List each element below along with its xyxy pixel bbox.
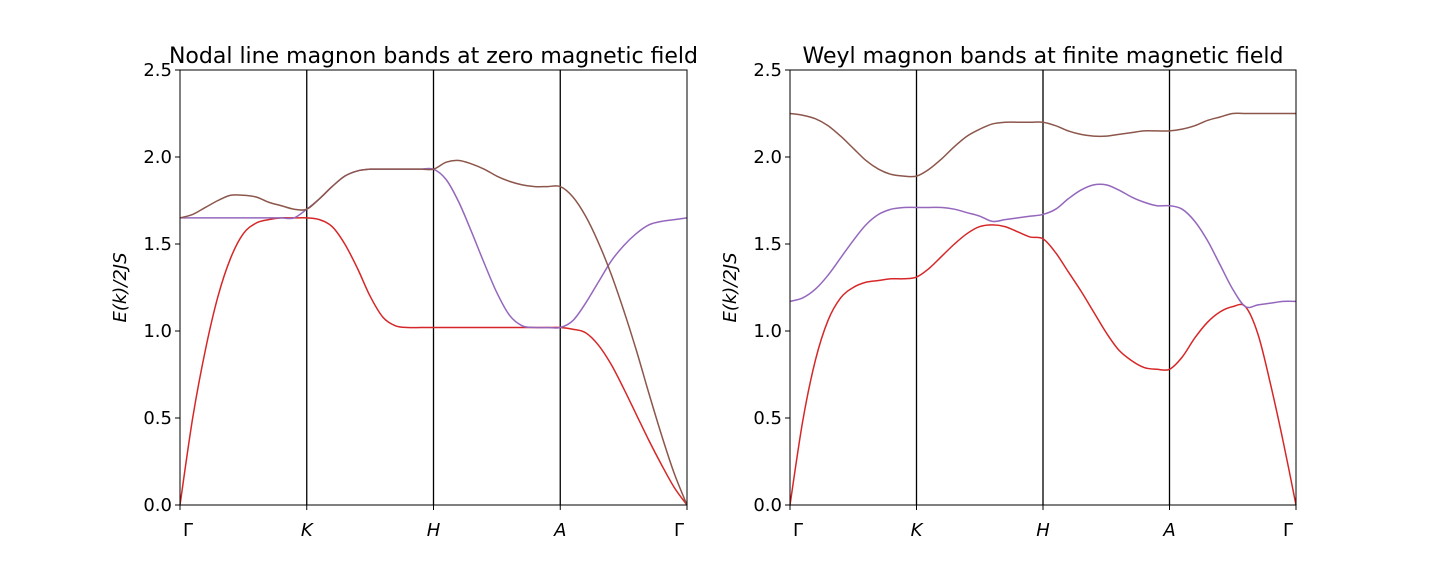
y-tick-label: 1.5	[143, 234, 172, 255]
k-point-label: Γ	[674, 520, 684, 541]
y-tick-label: 0.5	[143, 408, 172, 429]
chart-title: Weyl magnon bands at finite magnetic fie…	[803, 44, 1284, 69]
k-point-label: Γ	[1283, 520, 1293, 541]
y-tick-label: 2.5	[143, 60, 172, 81]
k-point-label: Γ	[183, 520, 193, 541]
y-tick-label: 1.0	[143, 321, 172, 342]
y-tick-label: 1.0	[753, 321, 782, 342]
k-point-label: K	[911, 520, 924, 541]
plot-frame	[179, 69, 688, 506]
y-tick-label: 2.5	[753, 60, 782, 81]
band-line-1	[179, 217, 688, 506]
band-line-1	[789, 224, 1297, 506]
y-axis-label: E(k)/2JS	[720, 252, 741, 322]
y-axis-label: E(k)/2JS	[110, 252, 131, 322]
band-line-3	[179, 159, 688, 506]
k-point-label: K	[301, 520, 314, 541]
y-tick-label: 0.0	[753, 495, 782, 516]
y-tick-label: 1.5	[753, 234, 782, 255]
y-tick-label: 0.0	[143, 495, 172, 516]
chart-title: Nodal line magnon bands at zero magnetic…	[169, 44, 698, 69]
y-tick-label: 2.0	[143, 147, 172, 168]
plot-frame	[789, 69, 1297, 506]
y-tick-label: 2.0	[753, 147, 782, 168]
k-point-label: H	[1036, 520, 1050, 541]
y-tick-label: 0.5	[753, 408, 782, 429]
band-line-2	[789, 183, 1297, 309]
k-point-label: Γ	[793, 520, 803, 541]
band-line-3	[789, 112, 1296, 178]
k-point-label: A	[553, 520, 566, 541]
left-chart-panel: Nodal line magnon bands at zero magnetic…	[110, 44, 698, 541]
k-point-label: A	[1162, 520, 1175, 541]
right-chart-panel: Weyl magnon bands at finite magnetic fie…	[720, 44, 1297, 541]
k-point-label: H	[427, 520, 441, 541]
